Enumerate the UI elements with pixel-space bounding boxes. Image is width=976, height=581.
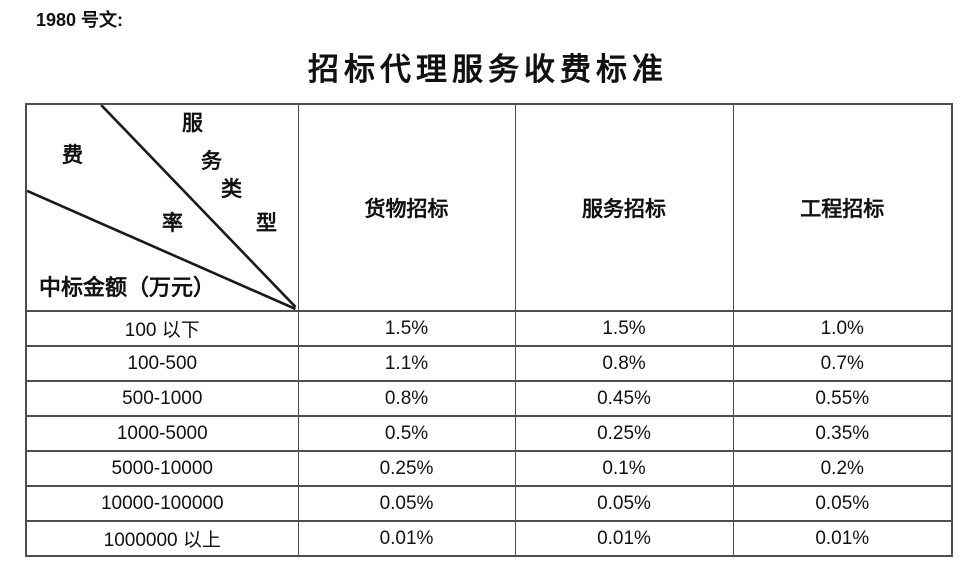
column-header-service-bidding: 服务招标 [514,103,734,312]
bid-amount-axis-label: 中标金额（万元） [39,275,216,300]
diagonal-header-cell: 服 务 类 型 费 率 中标金额（万元） [25,103,299,312]
diagonal-label-fee-rate-char: 率 [162,211,183,235]
rate-engineering: 0.55% [732,380,953,417]
diagonal-label-service-type-char: 务 [201,149,222,173]
rate-service: 0.45% [514,380,734,417]
document-number-label: 1980 号文: [36,10,124,30]
rate-goods: 0.05% [297,485,516,522]
fee-table-container: 服 务 类 型 费 率 中标金额（万元） 货物招标 服务招标 工程招标 100 … [25,103,953,557]
rate-goods: 1.5% [297,310,516,347]
table-row: 100 以下 1.5% 1.5% 1.0% [25,310,953,347]
rate-service: 0.8% [514,345,734,382]
bid-amount-range: 100-500 [25,345,299,382]
rate-goods: 0.5% [297,415,516,452]
fee-standard-table: 服 务 类 型 费 率 中标金额（万元） 货物招标 服务招标 工程招标 100 … [25,103,953,557]
table-row: 5000-10000 0.25% 0.1% 0.2% [25,450,953,487]
table-row: 1000-5000 0.5% 0.25% 0.35% [25,415,953,452]
table-row: 10000-100000 0.05% 0.05% 0.05% [25,485,953,522]
rate-service: 0.05% [514,485,734,522]
rate-service: 0.01% [514,520,734,557]
rate-engineering: 0.35% [732,415,953,452]
rate-service: 1.5% [514,310,734,347]
bid-amount-range: 5000-10000 [25,450,299,487]
table-row: 1000000 以上 0.01% 0.01% 0.01% [25,520,953,557]
rate-engineering: 0.7% [732,345,953,382]
column-header-goods-bidding: 货物招标 [297,103,516,312]
diagonal-label-service-type-char: 类 [221,177,242,201]
rate-goods: 1.1% [297,345,516,382]
rate-service: 0.25% [514,415,734,452]
diagonal-label-service-type-char: 型 [256,211,277,235]
column-header-engineering-bidding: 工程招标 [732,103,953,312]
diagonal-lines-graphic [27,105,297,310]
rate-goods: 0.8% [297,380,516,417]
table-row: 100-500 1.1% 0.8% 0.7% [25,345,953,382]
table-row: 500-1000 0.8% 0.45% 0.55% [25,380,953,417]
rate-service: 0.1% [514,450,734,487]
bid-amount-range: 100 以下 [25,310,299,347]
rate-engineering: 1.0% [732,310,953,347]
rate-engineering: 0.01% [732,520,953,557]
bid-amount-range: 10000-100000 [25,485,299,522]
bid-amount-range: 500-1000 [25,380,299,417]
bid-amount-range: 1000-5000 [25,415,299,452]
rate-engineering: 0.2% [732,450,953,487]
diagonal-label-service-type-char: 服 [182,111,203,135]
rate-goods: 0.25% [297,450,516,487]
bid-amount-range: 1000000 以上 [25,520,299,557]
rate-engineering: 0.05% [732,485,953,522]
rate-goods: 0.01% [297,520,516,557]
diagonal-label-fee-rate-char: 费 [62,143,83,167]
page-title: 招标代理服务收费标准 [308,52,668,87]
diagonal-header-inner: 服 务 类 型 费 率 中标金额（万元） [27,105,298,310]
table-header-row: 服 务 类 型 费 率 中标金额（万元） 货物招标 服务招标 工程招标 [25,103,953,312]
